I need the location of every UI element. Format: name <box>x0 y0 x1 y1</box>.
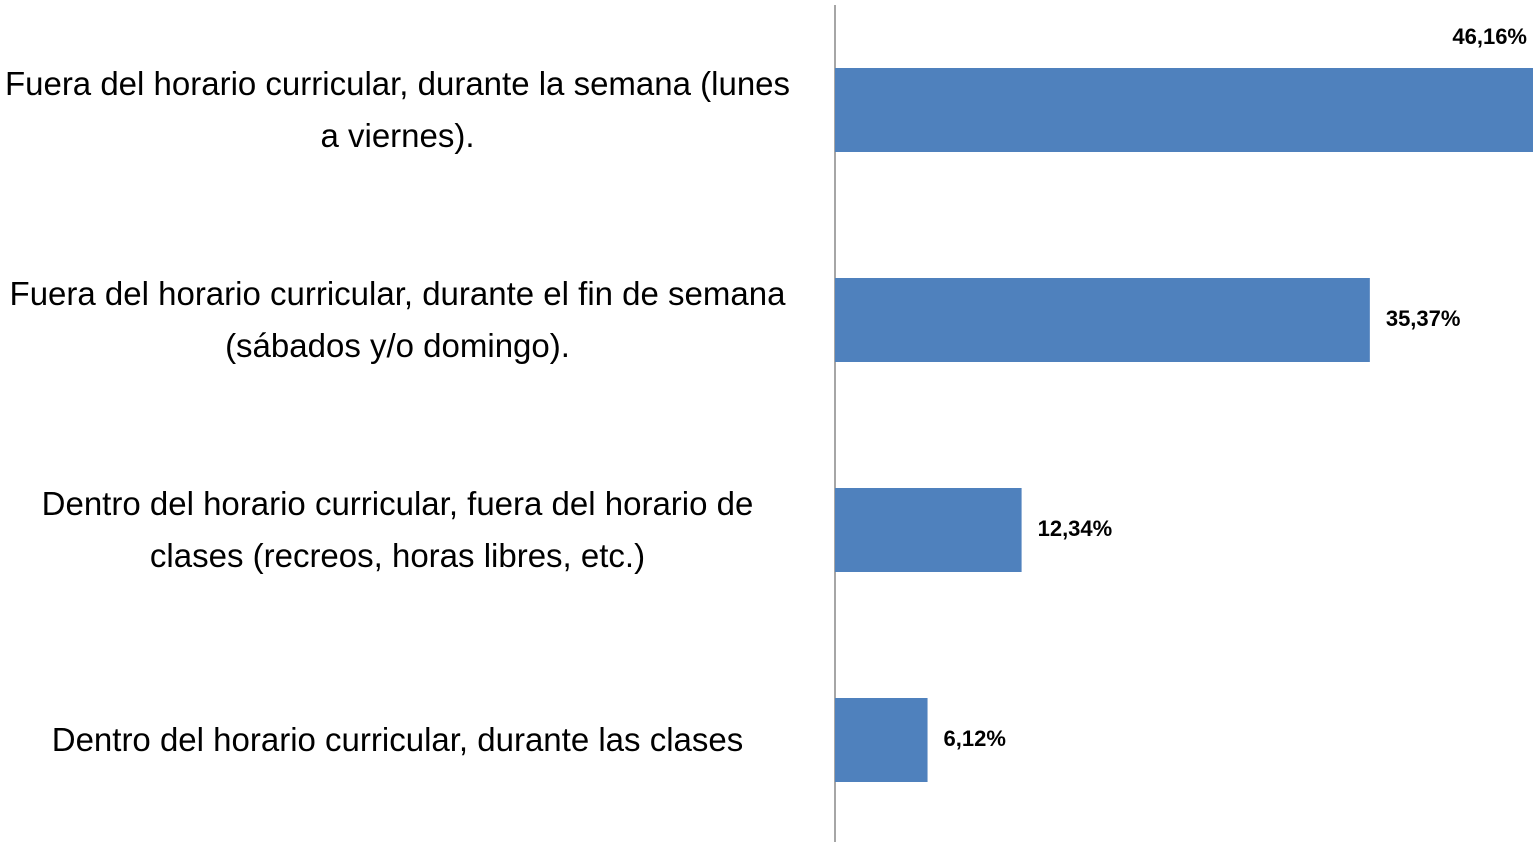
value-label: 35,37% <box>1386 306 1461 331</box>
category-text: Dentro del horario curricular, durante l… <box>51 721 744 758</box>
bar <box>835 68 1533 152</box>
category-text: Fuera del horario curricular, durante el… <box>9 275 786 364</box>
value-label: 46,16% <box>1452 24 1527 49</box>
category-label: Dentro del horario curricular, fuera del… <box>0 475 795 585</box>
category-label: Fuera del horario curricular, durante la… <box>0 55 795 165</box>
value-label: 12,34% <box>1038 516 1113 541</box>
bar <box>835 278 1370 362</box>
bar <box>835 488 1022 572</box>
category-label: Dentro del horario curricular, durante l… <box>0 685 795 795</box>
category-text: Dentro del horario curricular, fuera del… <box>41 485 754 574</box>
bar <box>835 698 928 782</box>
value-label: 6,12% <box>944 726 1006 751</box>
category-label: Fuera del horario curricular, durante el… <box>0 265 795 375</box>
category-text: Fuera del horario curricular, durante la… <box>4 65 791 154</box>
